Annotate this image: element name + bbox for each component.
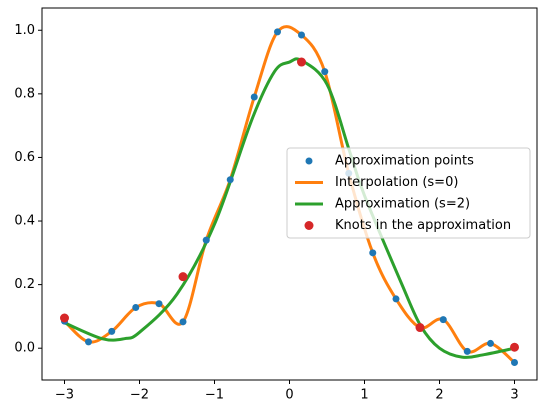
point (202, 236, 210, 244)
y-tick-label: 1.0 (14, 23, 35, 38)
y-tick-label: 0.8 (14, 86, 35, 101)
x-tick-label: −2 (130, 388, 149, 403)
point (511, 359, 518, 367)
point (132, 304, 140, 312)
point (60, 313, 69, 323)
point (510, 342, 519, 352)
point (487, 339, 494, 347)
point (226, 176, 234, 184)
legend-label: Knots in the approximation (335, 218, 511, 233)
line (63, 25, 516, 364)
legend-label: Interpolation (s=0) (335, 175, 458, 190)
point (439, 316, 447, 324)
point (155, 300, 163, 308)
point (392, 295, 400, 303)
point (298, 31, 305, 39)
y-tick-label: 0.6 (14, 150, 35, 165)
x-tick-label: −3 (55, 388, 74, 403)
legend-label: Approximation (s=2) (335, 197, 470, 212)
legend-box (286, 147, 531, 239)
point (85, 338, 92, 346)
x-tick-label: 2 (435, 388, 443, 403)
point (274, 28, 281, 36)
legend-swatch (304, 221, 314, 230)
y-tick-label: 0.0 (14, 341, 35, 356)
point (108, 327, 116, 335)
legend-swatch (305, 157, 313, 165)
point (250, 93, 258, 101)
legend-label: Approximation points (335, 154, 474, 169)
x-tick-label: 1 (360, 388, 368, 403)
point (179, 318, 187, 326)
point (178, 272, 188, 282)
x-tick-label: −1 (205, 388, 224, 403)
y-tick-label: 0.2 (14, 277, 35, 292)
x-tick-label: 3 (510, 388, 518, 403)
point (415, 323, 425, 333)
point (297, 57, 306, 67)
x-tick-label: 0 (285, 388, 293, 403)
y-tick-label: 0.4 (14, 214, 35, 229)
point (321, 68, 329, 76)
point (463, 347, 471, 355)
point (369, 249, 377, 257)
